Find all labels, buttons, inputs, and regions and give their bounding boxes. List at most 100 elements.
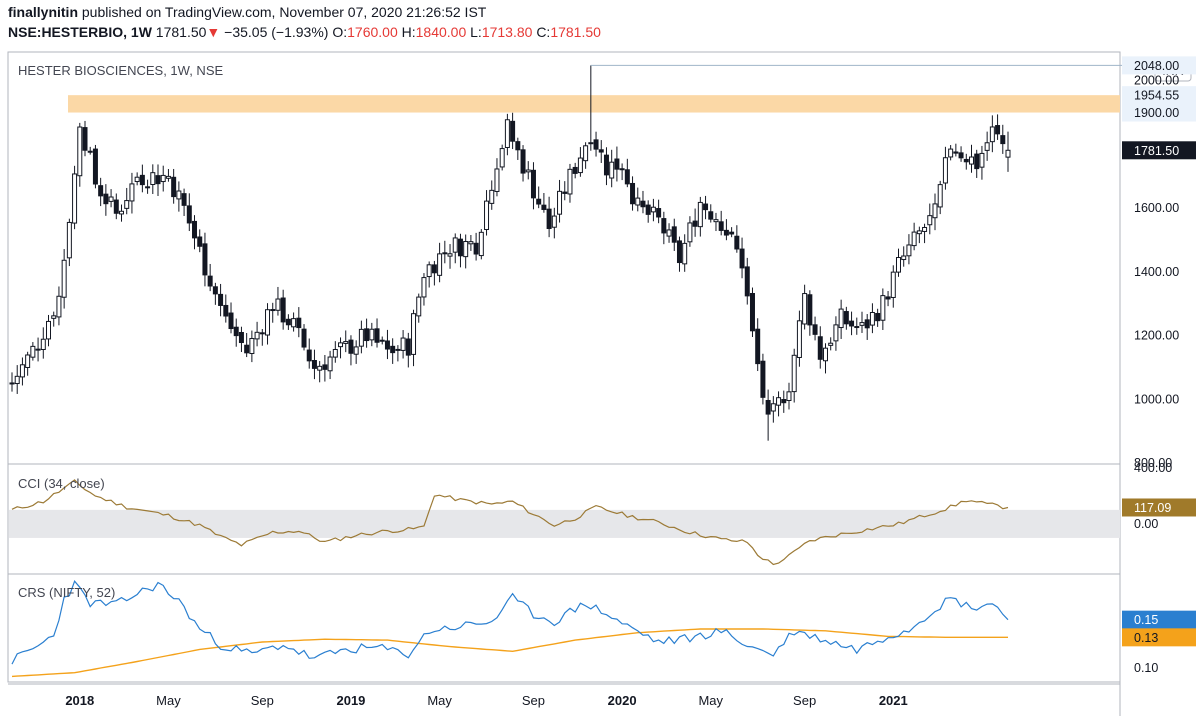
candle[interactable] (431, 264, 437, 274)
candle[interactable] (812, 324, 818, 335)
candle[interactable] (327, 356, 333, 372)
candle[interactable] (624, 169, 630, 185)
candle[interactable] (530, 169, 536, 199)
candle[interactable] (343, 341, 349, 344)
candle[interactable] (384, 340, 390, 350)
candle[interactable] (484, 200, 490, 231)
candle[interactable] (515, 141, 521, 151)
candle[interactable] (916, 230, 922, 235)
candle[interactable] (869, 311, 875, 326)
candle[interactable] (14, 375, 20, 385)
candle[interactable] (822, 347, 828, 362)
candle[interactable] (583, 145, 589, 162)
candle[interactable] (61, 259, 67, 298)
candle[interactable] (807, 294, 813, 326)
price-pane[interactable]: HESTER BIOSCIENCES, 1W, NSE (9, 63, 1122, 441)
candle[interactable] (734, 235, 740, 250)
candle[interactable] (786, 391, 792, 401)
candle[interactable] (124, 200, 130, 209)
candle[interactable] (306, 349, 312, 362)
candle[interactable] (557, 190, 563, 215)
candle[interactable] (416, 296, 422, 317)
candle[interactable] (520, 149, 526, 174)
candle[interactable] (270, 309, 276, 312)
price-scale[interactable]: INR800.001000.001200.001400.001600.00200… (1122, 56, 1196, 675)
candle[interactable] (630, 182, 636, 205)
candle[interactable] (72, 173, 78, 224)
candle[interactable] (317, 365, 323, 371)
candle[interactable] (791, 354, 797, 393)
candle[interactable] (338, 342, 344, 348)
candle[interactable] (682, 242, 688, 265)
candle[interactable] (765, 399, 771, 415)
candle[interactable] (155, 175, 161, 185)
candle[interactable] (723, 229, 729, 236)
candle[interactable] (457, 238, 463, 257)
candle[interactable] (322, 364, 328, 370)
candle[interactable] (890, 271, 896, 298)
candle[interactable] (911, 231, 917, 247)
candle[interactable] (729, 231, 735, 235)
candle[interactable] (817, 336, 823, 360)
candle[interactable] (603, 154, 609, 176)
candle[interactable] (697, 201, 703, 228)
candle[interactable] (922, 226, 928, 232)
candle[interactable] (645, 204, 651, 215)
candle[interactable] (452, 237, 458, 253)
candle[interactable] (296, 317, 302, 329)
candle[interactable] (749, 292, 755, 332)
candle[interactable] (593, 139, 599, 150)
candle[interactable] (244, 344, 250, 354)
candle[interactable] (525, 169, 531, 173)
candle[interactable] (885, 296, 891, 300)
candle[interactable] (640, 200, 646, 208)
candle[interactable] (504, 119, 510, 148)
candle[interactable] (369, 328, 375, 341)
cci-line[interactable] (11, 479, 1009, 566)
cci-value-tag[interactable] (1122, 498, 1196, 517)
crs-pane[interactable]: CRS (NIFTY, 52) (11, 580, 1009, 678)
candle[interactable] (238, 331, 244, 344)
price-tag[interactable] (1122, 103, 1196, 122)
candle[interactable] (995, 125, 1001, 135)
candle[interactable] (577, 157, 583, 174)
candle[interactable] (98, 185, 104, 197)
candle[interactable] (927, 215, 933, 226)
candle[interactable] (958, 152, 964, 159)
candle[interactable] (619, 168, 625, 171)
candle[interactable] (489, 189, 495, 204)
price-tag[interactable] (1122, 56, 1196, 75)
candle[interactable] (755, 328, 761, 365)
candle[interactable] (760, 360, 766, 398)
candle[interactable] (932, 203, 938, 219)
candle[interactable] (395, 348, 401, 351)
candle[interactable] (197, 236, 203, 247)
candle[interactable] (687, 222, 693, 243)
candle[interactable] (411, 313, 417, 355)
candle[interactable] (703, 203, 709, 211)
candle[interactable] (442, 252, 448, 255)
candle[interactable] (989, 126, 995, 143)
candle[interactable] (233, 326, 239, 337)
candle[interactable] (984, 142, 990, 151)
candle[interactable] (895, 257, 901, 273)
candle[interactable] (103, 193, 109, 205)
candle[interactable] (160, 174, 166, 183)
candle[interactable] (718, 221, 724, 231)
candle[interactable] (499, 148, 505, 168)
candle[interactable] (864, 319, 870, 329)
candle[interactable] (942, 157, 948, 184)
candle[interactable] (562, 191, 568, 194)
candle[interactable] (285, 318, 291, 326)
candle[interactable] (348, 339, 354, 354)
candle[interactable] (802, 293, 808, 325)
candle[interactable] (265, 309, 271, 336)
candle[interactable] (311, 360, 317, 369)
candle[interactable] (82, 127, 88, 151)
candle[interactable] (473, 242, 479, 255)
candle[interactable] (25, 354, 31, 368)
candle[interactable] (666, 229, 672, 237)
candle[interactable] (51, 315, 57, 319)
candle[interactable] (119, 210, 125, 215)
